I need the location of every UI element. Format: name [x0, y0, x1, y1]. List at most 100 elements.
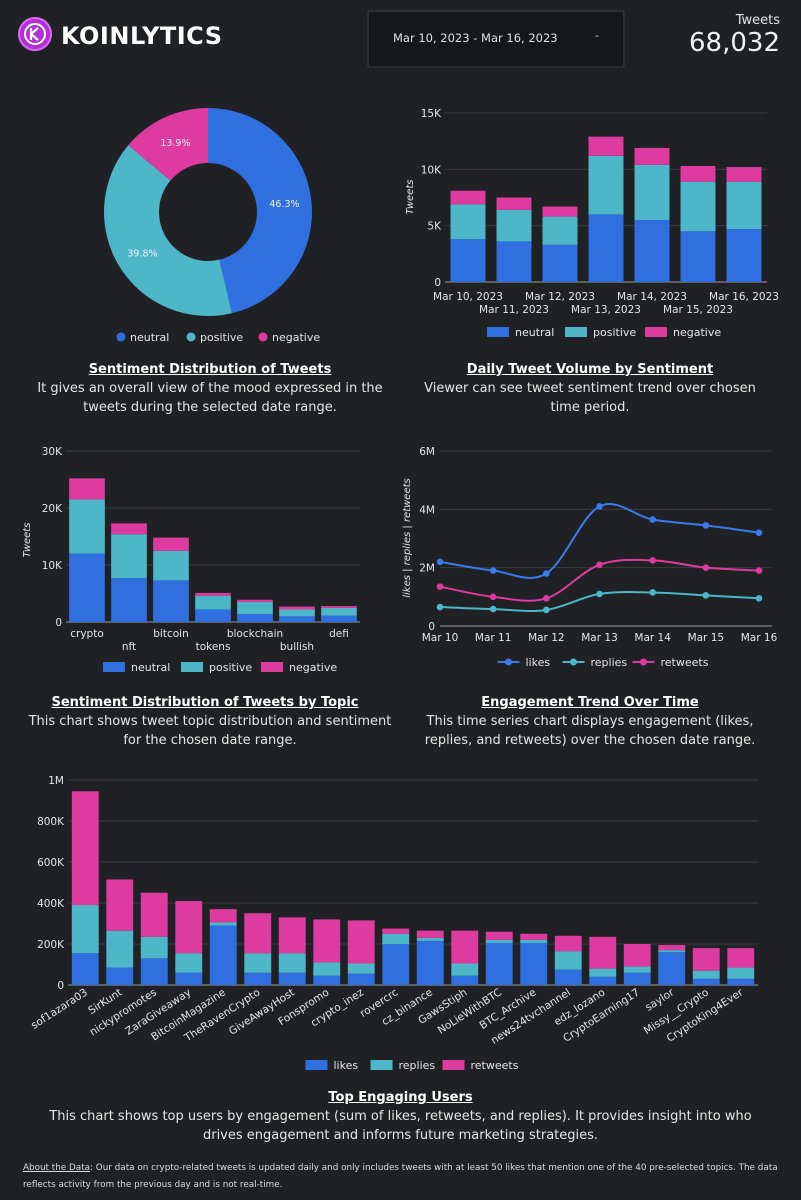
engagement-y-tick: 2M: [419, 563, 435, 575]
topic-bar-negative: [111, 523, 147, 535]
engagement-x-tick: Mar 12: [528, 632, 565, 644]
daily-bar-positive: [726, 181, 762, 230]
daily-bar-negative: [542, 206, 578, 217]
engagement-point-replies: [702, 592, 710, 599]
engagement-legend-marker: [505, 658, 512, 666]
daily-x-tick: Mar 10, 2023: [433, 291, 503, 303]
users-bar-retweets: [140, 892, 168, 937]
engagement-x-tick: Mar 14: [634, 632, 671, 644]
topic-caption-title: Sentiment Distribution of Tweets by Topi…: [51, 695, 359, 710]
topic-legend-label: negative: [289, 661, 337, 674]
donut-legend-swatch: [258, 332, 268, 342]
daily-legend-label: positive: [593, 326, 636, 339]
engagement-point-retweets: [489, 593, 497, 601]
users-bar-replies: [658, 950, 686, 953]
topic-x-tick: defi: [329, 628, 349, 640]
tweets-kpi-label: Tweets: [735, 13, 780, 28]
users-bar-replies: [106, 930, 134, 968]
topic-bar-negative: [237, 599, 273, 603]
engagement-y-tick: 0: [428, 621, 435, 633]
users-bar-retweets: [382, 928, 410, 934]
engagement-point-likes: [489, 567, 497, 574]
users-bar-likes: [623, 972, 651, 985]
engagement-x-tick: Mar 13: [581, 632, 618, 644]
topic-x-tick: bullish: [280, 641, 314, 653]
users-bar-likes: [175, 972, 203, 985]
topic-y-tick: 10K: [42, 560, 63, 572]
daily-bar-negative: [588, 136, 624, 156]
neutral-slice: [208, 108, 313, 314]
engagement-y-tick: 4M: [419, 504, 435, 516]
engagement-legend-marker: [570, 658, 577, 666]
engagement-x-tick: Mar 10: [422, 632, 459, 644]
daily-y-tick: 15K: [421, 108, 442, 120]
users-bar-likes: [313, 975, 341, 985]
top-users-chart: 0200K400K600K800K1Msof1azara03SirKuntnic…: [29, 775, 758, 1072]
users-bar-retweets: [554, 935, 582, 952]
users-bar-retweets: [278, 917, 306, 954]
daily-bar-negative: [726, 167, 762, 182]
topic-x-tick: tokens: [196, 641, 231, 653]
engagement-caption-text: This time series chart displays engageme…: [424, 714, 756, 748]
users-bar-retweets: [175, 900, 203, 954]
daily-y-tick: 5K: [427, 221, 442, 233]
users-bar-replies: [140, 936, 168, 959]
slice-value-label: 13.9%: [160, 138, 190, 149]
users-bar-replies: [382, 933, 410, 944]
topic-y-axis-label: Tweets: [22, 523, 33, 558]
topic-bar-positive: [237, 602, 273, 615]
slice-value-label: 46.3%: [269, 199, 299, 210]
topic-bar-neutral: [195, 609, 231, 622]
users-caption-title: Top Engaging Users: [328, 1090, 473, 1105]
daily-bar-negative: [496, 197, 532, 210]
topic-sentiment-chart: 0 10K 20K 30K crypto nft bitcoin tokensblockcha…: [22, 446, 360, 674]
users-bar-replies: [347, 963, 375, 974]
koinlytics-logo-icon: [18, 17, 52, 51]
engagement-legend-label: likes: [526, 656, 551, 669]
daily-y-axis-label: Tweets: [405, 180, 416, 215]
date-range-picker[interactable]: Mar 10, 2023 - Mar 16, 2023 -: [367, 10, 625, 68]
users-caption-text: This chart shows top users by engagement…: [49, 1109, 752, 1143]
topic-bar-positive: [111, 534, 147, 579]
daily-bar-negative: [680, 165, 716, 182]
users-bar-retweets: [313, 919, 341, 963]
topic-x-tick: nft: [122, 641, 136, 653]
engagement-x-tick: Mar 15: [688, 632, 725, 644]
engagement-point-likes: [596, 503, 603, 510]
users-legend-swatch: [305, 1060, 328, 1070]
topic-bar-neutral: [321, 615, 357, 622]
engagement-point-likes: [649, 516, 656, 523]
users-bar-likes: [106, 967, 134, 985]
users-bar-replies: [278, 953, 306, 973]
daily-x-tick: Mar 12, 2023: [525, 291, 595, 303]
daily-y-tick: 10K: [421, 164, 442, 176]
users-bar-replies: [554, 951, 582, 970]
engagement-legend-marker: [640, 658, 647, 666]
dropdown-caret-icon[interactable]: -: [595, 29, 599, 42]
users-x-tick: sof1azara03: [29, 986, 90, 1031]
engagement-x-tick: Mar 11: [475, 632, 512, 644]
daily-y-tick: 0: [434, 277, 441, 289]
engagement-point-replies: [489, 605, 497, 613]
topic-bar-negative: [321, 606, 357, 608]
users-bar-likes: [658, 952, 686, 985]
daily-bar-neutral: [450, 239, 486, 282]
daily-bar-neutral: [542, 244, 578, 282]
daily-bar-neutral: [680, 231, 716, 282]
negative-slice: [128, 108, 208, 181]
logo-mark: [24, 23, 46, 45]
users-bar-likes: [554, 969, 582, 985]
daily-bar-negative: [634, 147, 670, 165]
daily-legend-swatch: [487, 327, 509, 337]
sentiment-caption-title: Sentiment Distribution of Tweets: [88, 362, 332, 377]
users-bar-likes: [520, 942, 548, 985]
topic-bar-negative: [69, 478, 105, 500]
users-legend-label: likes: [334, 1059, 359, 1072]
daily-legend-label: negative: [673, 326, 721, 339]
daily-x-tick: Mar 11, 2023: [479, 304, 549, 316]
users-bar-replies: [485, 939, 513, 943]
users-bar-likes: [589, 976, 617, 985]
engagement-y-axis-label: likes | replies | retweets: [402, 478, 413, 598]
topic-bar-neutral: [279, 616, 315, 622]
